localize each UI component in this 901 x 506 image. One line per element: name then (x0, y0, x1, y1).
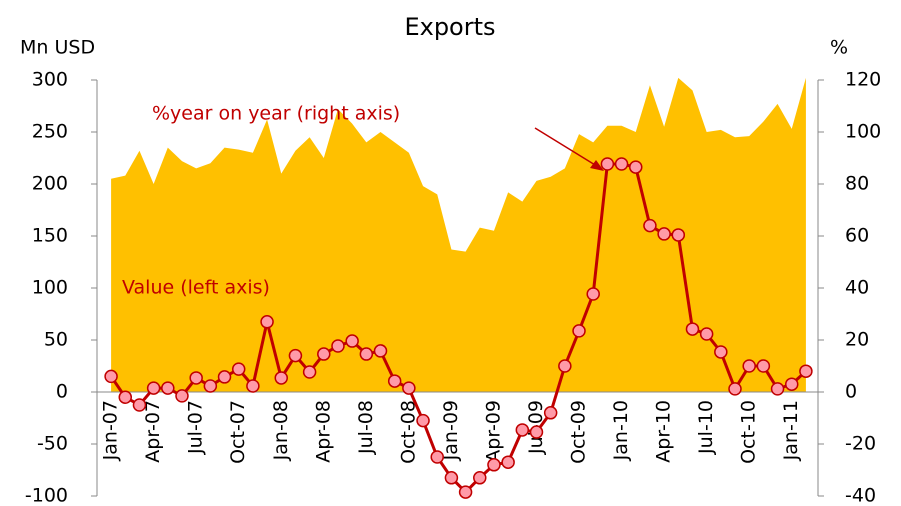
marker (288, 348, 303, 363)
x-tick-label: Apr-10 (653, 400, 675, 463)
marker (458, 485, 473, 499)
x-tick-label: Jan-09 (440, 400, 462, 461)
y-tick-label: 50 (44, 329, 68, 351)
marker (685, 322, 700, 336)
x-tick-label: Oct-07 (227, 400, 249, 464)
marker (543, 406, 558, 420)
marker (784, 377, 799, 391)
marker (515, 423, 530, 437)
marker (430, 450, 444, 464)
x-tick-label: Apr-07 (142, 400, 164, 463)
y2-tick-label: 0 (845, 381, 857, 403)
marker (756, 359, 771, 373)
y2-tick-label: -20 (845, 433, 876, 455)
marker (331, 339, 345, 353)
marker (799, 364, 813, 378)
annotation: %year on year (right axis) (152, 103, 400, 125)
chart-title: Exports (404, 13, 495, 41)
y-tick-label: -50 (37, 433, 68, 455)
x-tick-label: Jul-10 (695, 400, 717, 455)
marker (359, 347, 374, 361)
arrow (534, 127, 604, 171)
marker (274, 371, 288, 385)
marker (317, 347, 331, 361)
marker (217, 370, 232, 384)
marker (699, 327, 714, 341)
annotation: Value (left axis) (122, 277, 270, 299)
marker (345, 334, 359, 348)
x-tick-label: Oct-10 (738, 400, 760, 464)
marker (132, 398, 147, 412)
marker (473, 471, 487, 485)
x-tick-label: Oct-08 (397, 400, 419, 464)
marker (742, 359, 756, 373)
y2-tick-label: 60 (845, 225, 869, 247)
marker (529, 425, 544, 439)
x-tick-label: Jan-08 (270, 400, 292, 461)
marker (189, 371, 203, 385)
marker (671, 228, 686, 242)
marker (600, 157, 615, 171)
marker (246, 379, 260, 393)
y2-tick-label: -40 (845, 485, 876, 506)
marker (487, 458, 501, 472)
marker (728, 382, 742, 396)
marker (629, 160, 643, 174)
x-tick-label: Jul-07 (185, 400, 207, 455)
y2-tick-label: 120 (845, 69, 881, 91)
marker (104, 369, 118, 384)
plot-area: -100 -50 0 50 100 150 200 250 300 -40 -20 0 20 40 60 80… (25, 69, 881, 506)
x-tick-label: Apr-08 (312, 400, 334, 463)
x-tick-label: Jan-10 (610, 400, 632, 461)
y-tick-label: -100 (25, 485, 68, 506)
marker (203, 379, 218, 393)
marker (770, 382, 785, 396)
marker (373, 344, 388, 358)
y-tick-label: 250 (32, 121, 68, 143)
marker (714, 345, 728, 359)
x-tick-label: Jan-11 (780, 400, 802, 461)
marker (643, 218, 657, 233)
marker (260, 315, 274, 329)
marker (558, 359, 572, 373)
marker (175, 389, 189, 403)
marker (402, 381, 416, 395)
y-tick-label: 300 (32, 69, 68, 91)
y-axis-label: Mn USD (20, 37, 95, 59)
y2-axis-label: % (830, 37, 848, 59)
marker (614, 157, 629, 171)
y-tick-label: 200 (32, 173, 68, 195)
marker (161, 381, 175, 395)
x-tick-label: Apr-09 (482, 400, 504, 463)
marker (501, 455, 515, 469)
marker (444, 471, 459, 485)
y2-tick-label: 100 (845, 121, 881, 143)
area (111, 77, 806, 393)
marker (118, 390, 133, 404)
marker (387, 374, 402, 388)
marker (416, 413, 430, 428)
y-tick-label: 100 (32, 277, 68, 299)
x-tick-label: Oct-09 (568, 400, 590, 464)
marker (586, 287, 600, 301)
x-tick-label: Jan-07 (100, 400, 122, 461)
marker (657, 227, 671, 241)
y-tick-label: 150 (32, 225, 68, 247)
marker (146, 381, 161, 395)
marker (231, 362, 246, 376)
marker (302, 365, 317, 379)
y2-tick-label: 80 (845, 173, 869, 195)
marker (572, 324, 586, 338)
x-tick-label: Jul-08 (355, 400, 377, 455)
y2-tick-label: 20 (845, 329, 869, 351)
y2-tick-label: 40 (845, 277, 869, 299)
y-tick-label: 0 (56, 381, 68, 403)
